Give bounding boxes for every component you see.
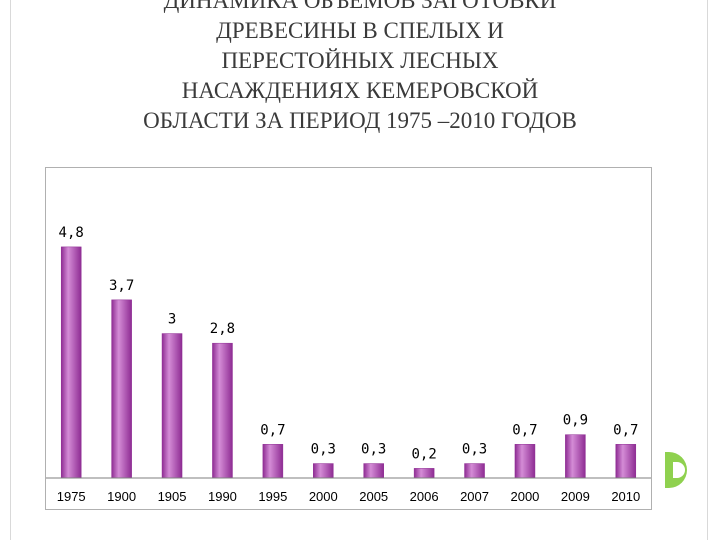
slide-title: ДИНАМИКА ОБЪЕМОВ ЗАГОТОВКИ ДРЕВЕСИНЫ В С… [40,0,680,136]
x-tick-label-7: 2006 [410,489,439,504]
bar-8 [464,463,485,479]
data-label-6: 0,3 [361,442,386,458]
title-line-4: НАСАЖДЕНИЯХ КЕМЕРОВСКОЙ [181,78,539,103]
title-line-5: ОБЛАСТИ ЗА ПЕРИОД 1975 –2010 ГОДОВ [143,108,577,133]
data-label-7: 0,2 [411,446,436,462]
x-tick-label-9: 2000 [510,489,539,504]
bar-5 [313,463,334,479]
x-tick-label-2: 1905 [158,489,187,504]
data-label-5: 0,3 [311,442,336,458]
data-label-4: 0,7 [260,422,285,438]
x-tick-label-10: 2009 [561,489,590,504]
bar-6 [363,463,384,479]
data-label-2: 3 [168,312,176,328]
title-line-3: ПЕРЕСТОЙНЫХ ЛЕСНЫХ [221,48,499,73]
chart-area: 4,8 3,7 3 2,8 0,7 0,3 0,3 0,2 0,3 0,7 0,9 0,7 1975 1… [45,167,652,510]
bar-2 [161,333,183,479]
x-tick-label-3: 1990 [208,489,237,504]
title-line-2: ДРЕВЕСИНЫ В СПЕЛЫХ И [216,18,504,43]
x-tick-label-1: 1900 [107,489,136,504]
data-label-8: 0,3 [462,442,487,458]
slide-frame [10,0,708,540]
slide-nav-tab[interactable] [665,452,687,488]
x-tick-label-4: 1995 [258,489,287,504]
x-tick-label-6: 2005 [359,489,388,504]
bar-chart: 4,8 3,7 3 2,8 0,7 0,3 0,3 0,2 0,3 0,7 0,9 0,7 1975 1… [46,225,651,504]
bar-7 [413,468,435,479]
data-label-0: 4,8 [59,225,84,241]
bar-9 [514,444,536,479]
x-tick-label-11: 2010 [611,489,640,504]
bar-1 [111,299,132,479]
data-label-10: 0,9 [563,413,588,429]
x-tick-label-5: 2000 [309,489,338,504]
data-label-3: 2,8 [210,321,235,337]
bar-11 [615,444,637,479]
data-label-11: 0,7 [613,422,638,438]
x-tick-label-8: 2007 [460,489,489,504]
data-label-1: 3,7 [109,278,134,294]
x-tick-label-0: 1975 [57,489,86,504]
bar-3 [212,342,233,479]
bar-10 [565,434,586,479]
bar-4 [262,444,284,479]
bar-0 [60,246,82,479]
title-line-1: ДИНАМИКА ОБЪЕМОВ ЗАГОТОВКИ [163,0,557,13]
data-label-9: 0,7 [512,422,537,438]
